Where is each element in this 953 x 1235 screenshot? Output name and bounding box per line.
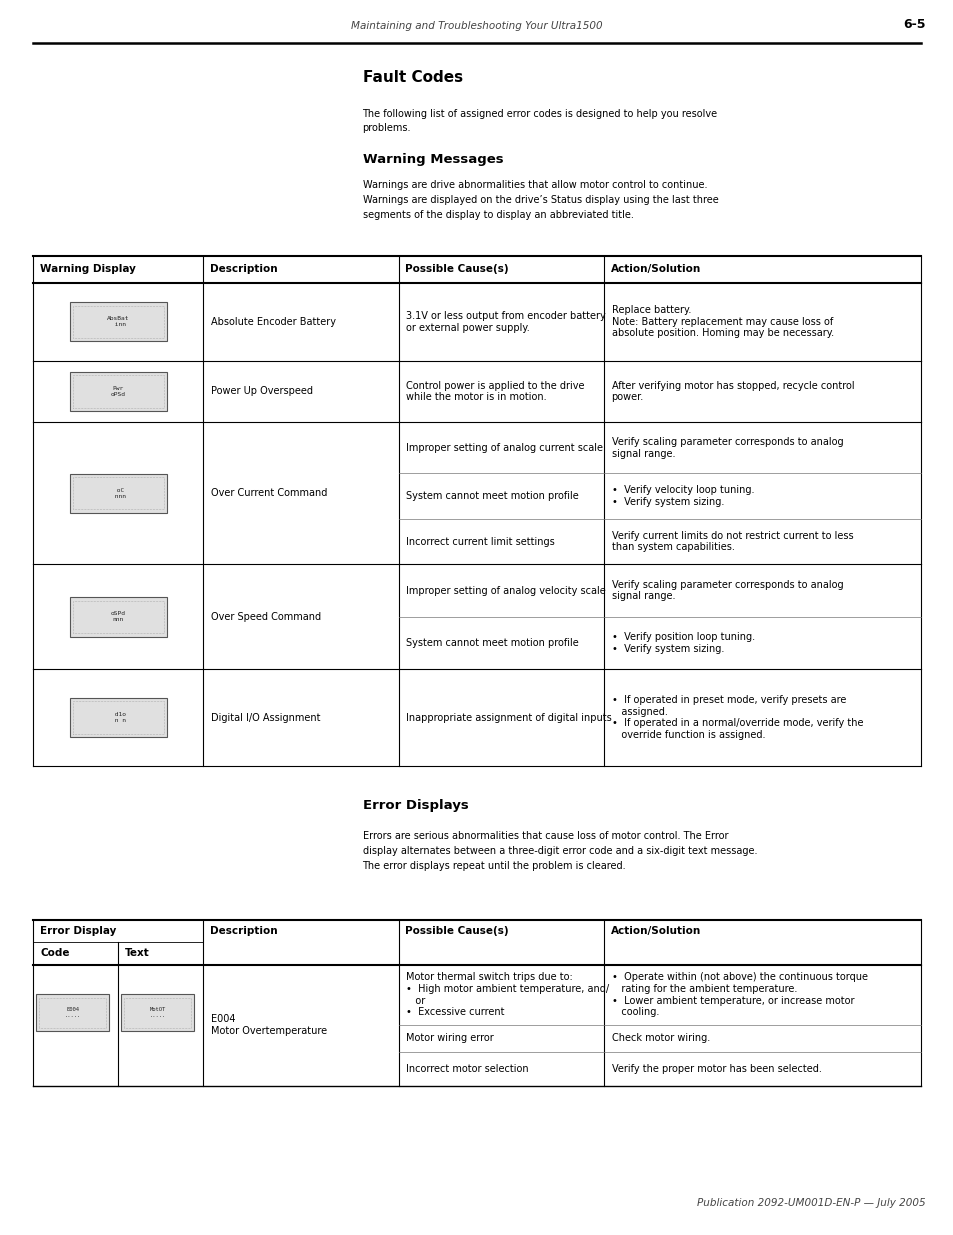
Text: Check motor wiring.: Check motor wiring. xyxy=(611,1034,709,1044)
Text: Warning Display: Warning Display xyxy=(40,264,135,274)
Text: The following list of assigned error codes is designed to help you resolve
probl: The following list of assigned error cod… xyxy=(362,109,717,133)
Text: Fault Codes: Fault Codes xyxy=(362,70,462,85)
Text: After verifying motor has stopped, recycle control
power.: After verifying motor has stopped, recyc… xyxy=(611,380,853,403)
Text: Digital I/O Assignment: Digital I/O Assignment xyxy=(211,713,320,722)
Text: 3.1V or less output from encoder battery
or external power supply.: 3.1V or less output from encoder battery… xyxy=(406,311,605,332)
Text: AbsBat
 inn: AbsBat inn xyxy=(107,316,130,327)
Text: Text: Text xyxy=(125,948,150,958)
Text: Possible Cause(s): Possible Cause(s) xyxy=(405,926,509,936)
Text: 6-5: 6-5 xyxy=(902,17,924,31)
Text: Error Display: Error Display xyxy=(40,926,116,936)
Text: Power Up Overspeed: Power Up Overspeed xyxy=(211,387,313,396)
Text: •  If operated in preset mode, verify presets are
   assigned.
•  If operated in: • If operated in preset mode, verify pre… xyxy=(611,695,862,740)
FancyBboxPatch shape xyxy=(121,994,193,1031)
Text: Possible Cause(s): Possible Cause(s) xyxy=(405,264,509,274)
Text: Maintaining and Troubleshooting Your Ultra1500: Maintaining and Troubleshooting Your Ult… xyxy=(351,21,602,31)
Text: Verify scaling parameter corresponds to analog
signal range.: Verify scaling parameter corresponds to … xyxy=(611,580,842,601)
Text: Error Displays: Error Displays xyxy=(362,799,468,813)
FancyBboxPatch shape xyxy=(70,372,167,411)
Text: Warning Messages: Warning Messages xyxy=(362,153,502,167)
Text: E004
.....: E004 ..... xyxy=(64,1008,81,1018)
Text: Improper setting of analog current scale: Improper setting of analog current scale xyxy=(406,443,602,453)
Text: •  Verify position loop tuning.
•  Verify system sizing.: • Verify position loop tuning. • Verify … xyxy=(611,632,754,653)
Text: MotOT
.....: MotOT ..... xyxy=(149,1008,166,1018)
Text: Improper setting of analog velocity scale: Improper setting of analog velocity scal… xyxy=(406,585,605,595)
Text: Incorrect current limit settings: Incorrect current limit settings xyxy=(406,537,555,547)
Text: Description: Description xyxy=(210,926,277,936)
Text: Description: Description xyxy=(210,264,277,274)
Text: Replace battery.
Note: Battery replacement may cause loss of
absolute position. : Replace battery. Note: Battery replaceme… xyxy=(611,305,833,338)
Text: Control power is applied to the drive
while the motor is in motion.: Control power is applied to the drive wh… xyxy=(406,380,584,403)
Text: •  Verify velocity loop tuning.
•  Verify system sizing.: • Verify velocity loop tuning. • Verify … xyxy=(611,485,753,508)
Text: Action/Solution: Action/Solution xyxy=(610,926,700,936)
Text: Verify current limits do not restrict current to less
than system capabilities.: Verify current limits do not restrict cu… xyxy=(611,531,852,552)
FancyBboxPatch shape xyxy=(36,994,109,1031)
Text: Action/Solution: Action/Solution xyxy=(610,264,700,274)
Text: Code: Code xyxy=(40,948,70,958)
Text: Motor wiring error: Motor wiring error xyxy=(406,1034,494,1044)
Text: d1o
 n n: d1o n n xyxy=(111,713,126,722)
Text: oC
 nnn: oC nnn xyxy=(111,488,126,499)
Text: •  Operate within (not above) the continuous torque
   rating for the ambient te: • Operate within (not above) the continu… xyxy=(611,972,866,1018)
Text: Pwr
oPSd: Pwr oPSd xyxy=(111,387,126,396)
Text: Inappropriate assignment of digital inputs: Inappropriate assignment of digital inpu… xyxy=(406,713,612,722)
Text: System cannot meet motion profile: System cannot meet motion profile xyxy=(406,638,578,648)
Text: Verify the proper motor has been selected.: Verify the proper motor has been selecte… xyxy=(611,1063,821,1073)
Text: Warnings are drive abnormalities that allow motor control to continue.
Warnings : Warnings are drive abnormalities that al… xyxy=(362,180,718,220)
Text: System cannot meet motion profile: System cannot meet motion profile xyxy=(406,492,578,501)
Text: Absolute Encoder Battery: Absolute Encoder Battery xyxy=(211,316,335,327)
Text: Incorrect motor selection: Incorrect motor selection xyxy=(406,1063,529,1073)
FancyBboxPatch shape xyxy=(70,598,167,637)
Text: Verify scaling parameter corresponds to analog
signal range.: Verify scaling parameter corresponds to … xyxy=(611,437,842,458)
Text: E004
Motor Overtemperature: E004 Motor Overtemperature xyxy=(211,1014,327,1036)
Text: Over Current Command: Over Current Command xyxy=(211,488,327,499)
Text: oSPd
nnn: oSPd nnn xyxy=(111,611,126,622)
FancyBboxPatch shape xyxy=(70,303,167,341)
Text: Publication 2092-UM001D-EN-P — July 2005: Publication 2092-UM001D-EN-P — July 2005 xyxy=(696,1198,924,1208)
Text: Motor thermal switch trips due to:
•  High motor ambient temperature, and/
   or: Motor thermal switch trips due to: • Hig… xyxy=(406,972,609,1018)
FancyBboxPatch shape xyxy=(70,698,167,737)
Text: Errors are serious abnormalities that cause loss of motor control. The Error
dis: Errors are serious abnormalities that ca… xyxy=(362,831,757,871)
FancyBboxPatch shape xyxy=(70,474,167,514)
Text: Over Speed Command: Over Speed Command xyxy=(211,611,320,622)
